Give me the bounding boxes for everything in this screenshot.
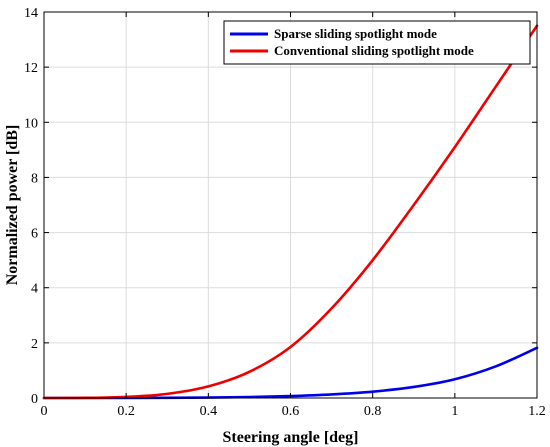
x-tick-label: 0.4 <box>200 404 218 419</box>
x-tick-label: 1 <box>451 404 458 419</box>
y-tick-label: 14 <box>24 6 38 21</box>
y-tick-label: 6 <box>31 227 38 242</box>
legend-label-sparse: Sparse sliding spotlight mode <box>274 26 437 41</box>
x-axis-title: Steering angle [deg] <box>223 429 359 446</box>
grid <box>43 11 538 399</box>
y-axis-title: Normalized power [dB] <box>4 125 21 286</box>
x-tick-label: 0.6 <box>282 404 300 419</box>
x-tick-label: 0.2 <box>117 404 135 419</box>
x-tick-label: 1.2 <box>528 404 546 419</box>
x-tick-label: 0.8 <box>364 404 382 419</box>
ticks: 0 0.2 0.4 0.6 0.8 1 1.2 0 2 4 6 8 10 12 14 <box>24 6 546 419</box>
y-tick-label: 2 <box>31 337 38 352</box>
legend-label-conventional: Conventional sliding spotlight mode <box>274 43 474 58</box>
y-tick-label: 8 <box>31 171 38 186</box>
y-tick-label: 12 <box>24 61 38 76</box>
legend-box <box>223 20 531 65</box>
y-tick-label: 4 <box>31 282 38 297</box>
x-tick-label: 0 <box>41 404 48 419</box>
y-tick-label: 0 <box>31 392 38 407</box>
legend: Sparse sliding spotlight mode Convention… <box>223 20 531 65</box>
y-tick-label: 10 <box>24 116 38 131</box>
